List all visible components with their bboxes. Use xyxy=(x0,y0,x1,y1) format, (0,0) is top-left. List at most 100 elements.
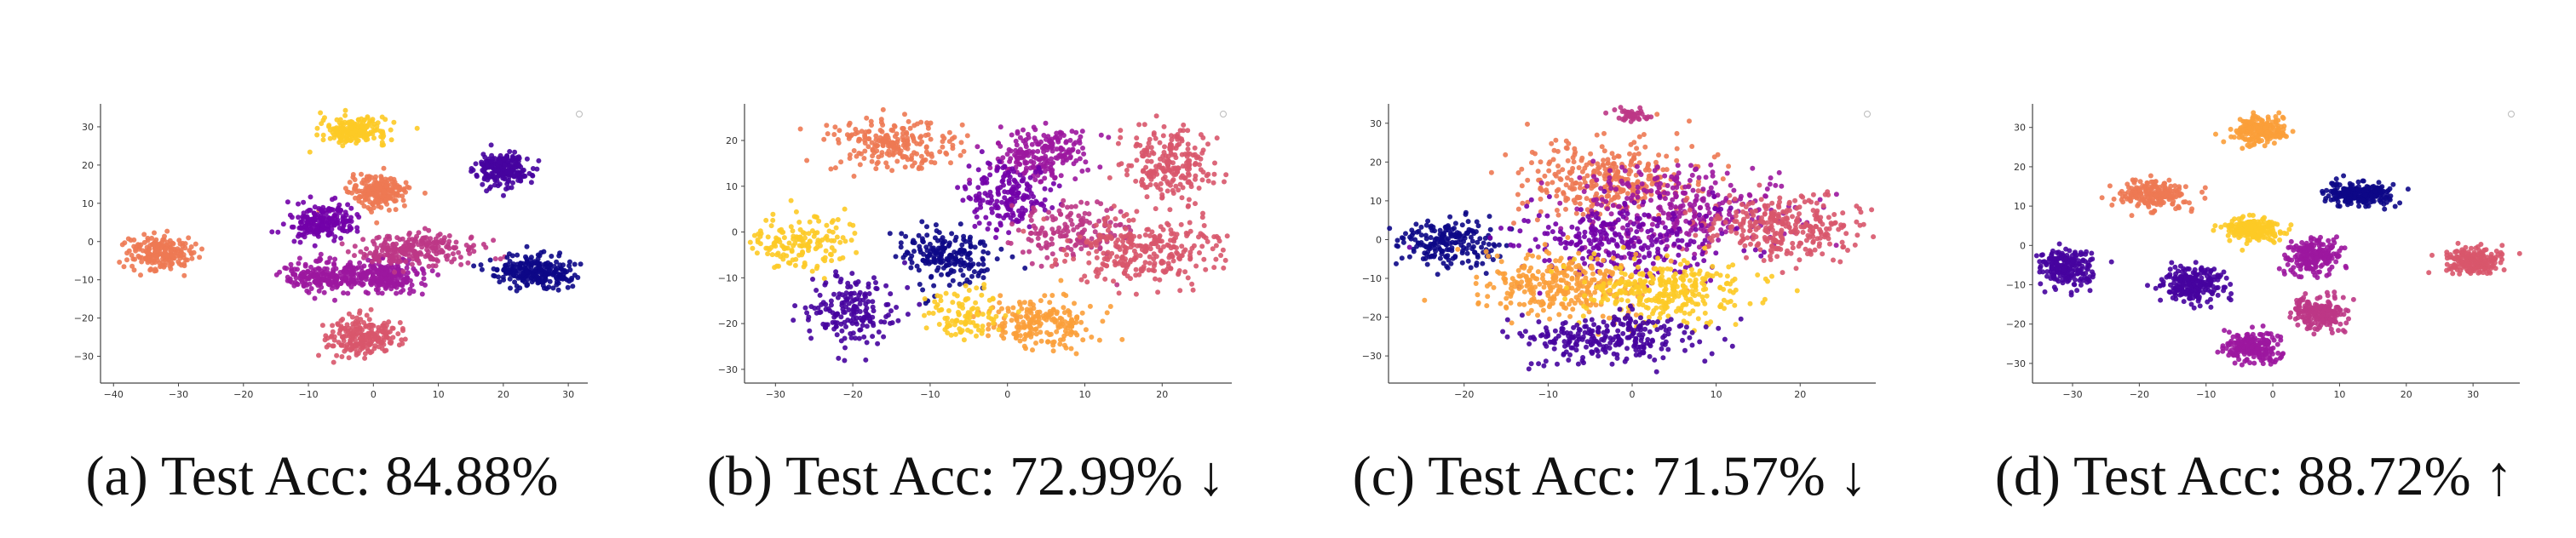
scatter-point xyxy=(962,260,967,266)
scatter-point xyxy=(793,256,799,262)
scatter-point xyxy=(441,235,447,241)
scatter-point xyxy=(1178,221,1184,227)
scatter-point xyxy=(348,215,354,220)
scatter-point xyxy=(329,206,335,212)
scatter-point xyxy=(909,133,915,139)
scatter-point xyxy=(330,197,335,203)
scatter-point xyxy=(1649,181,1655,187)
scatter-point xyxy=(923,300,929,306)
scatter-point xyxy=(1038,321,1044,327)
scatter-point xyxy=(982,191,988,197)
scatter-point xyxy=(890,128,896,134)
scatter-point xyxy=(392,269,398,275)
scatter-point xyxy=(1153,135,1159,141)
scatter-point xyxy=(1136,233,1142,239)
scatter-point xyxy=(397,320,403,325)
scatter-point xyxy=(393,246,399,252)
scatter-point xyxy=(924,224,929,230)
scatter-point xyxy=(1601,148,1607,154)
scatter-point xyxy=(320,223,326,229)
scatter-point xyxy=(1654,112,1660,117)
scatter-point xyxy=(1185,146,1191,152)
scatter-point xyxy=(1027,175,1033,180)
scatter-point xyxy=(176,238,182,243)
scatter-point xyxy=(850,330,856,336)
scatter-point xyxy=(189,255,195,261)
scatter-point xyxy=(513,273,519,279)
scatter-point xyxy=(1448,260,1454,266)
scatter-point xyxy=(345,290,351,296)
scatter-point xyxy=(1148,176,1154,182)
scatter-point xyxy=(993,313,999,319)
scatter-point xyxy=(1197,250,1202,255)
scatter-point xyxy=(936,322,942,327)
scatter-point xyxy=(388,245,394,251)
scatter-point xyxy=(313,278,318,284)
scatter-point xyxy=(960,272,966,278)
scatter-point xyxy=(1124,212,1130,217)
scatter-point xyxy=(1459,250,1465,256)
scatter-point xyxy=(1222,257,1228,263)
scatter-point xyxy=(996,327,1002,333)
scatter-point xyxy=(1176,141,1182,147)
scatter-point xyxy=(304,288,310,294)
scatter-point xyxy=(1193,201,1198,207)
scatter-point xyxy=(1054,146,1060,152)
scatter-point xyxy=(842,358,848,363)
scatter-point xyxy=(929,274,934,280)
scatter-point xyxy=(975,195,980,201)
scatter-point xyxy=(362,342,368,348)
scatter-point xyxy=(1475,239,1481,245)
x-tick-label: 0 xyxy=(371,389,377,400)
scatter-point xyxy=(1689,144,1695,149)
scatter-point xyxy=(893,254,899,260)
scatter-point xyxy=(298,273,304,278)
scatter-point xyxy=(1642,167,1648,173)
scatter-point xyxy=(1168,238,1173,243)
scatter-point xyxy=(1444,247,1450,253)
scatter-point xyxy=(981,282,987,288)
scatter-point xyxy=(1053,257,1059,263)
scatter-point xyxy=(370,123,375,129)
scatter-point xyxy=(1023,165,1029,171)
scatter-point xyxy=(507,149,513,154)
scatter-point xyxy=(382,271,388,277)
scatter-point xyxy=(837,239,843,245)
scatter-point xyxy=(996,192,1002,197)
scatter-point xyxy=(1057,135,1063,140)
scatter-point xyxy=(1577,185,1583,191)
scatter-point xyxy=(928,136,934,142)
scatter-point xyxy=(1003,213,1009,218)
scatter-point xyxy=(806,231,812,237)
scatter-point xyxy=(853,319,859,325)
scatter-point xyxy=(1674,157,1680,163)
x-tick-label: 20 xyxy=(1156,389,1168,400)
scatter-point xyxy=(1126,163,1132,169)
scatter-point xyxy=(1015,192,1020,198)
scatter-point xyxy=(796,252,802,258)
scatter-point xyxy=(829,238,835,243)
scatter-point xyxy=(379,181,385,187)
scatter-point xyxy=(365,290,371,296)
scatter-point xyxy=(1662,196,1668,202)
scatter-point xyxy=(902,164,908,170)
scatter-point xyxy=(1069,318,1075,323)
scatter-point xyxy=(308,286,314,291)
scatter-point xyxy=(1205,171,1211,177)
x-tick-label: 20 xyxy=(497,389,509,400)
scatter-point xyxy=(404,274,410,280)
scatter-point xyxy=(981,285,987,291)
scatter-point xyxy=(401,243,406,249)
scatter-point xyxy=(400,269,406,274)
scatter-point xyxy=(275,229,281,235)
scatter-point xyxy=(846,300,852,306)
scatter-point xyxy=(898,148,904,154)
scatter-point xyxy=(1017,338,1023,344)
scatter-point xyxy=(1636,151,1642,157)
scatter-point xyxy=(1122,259,1128,265)
scatter-point xyxy=(328,281,334,287)
scatter-point xyxy=(1609,151,1615,157)
scatter-point xyxy=(394,290,400,296)
scatter-point xyxy=(821,136,827,142)
scatter-point xyxy=(905,284,911,290)
